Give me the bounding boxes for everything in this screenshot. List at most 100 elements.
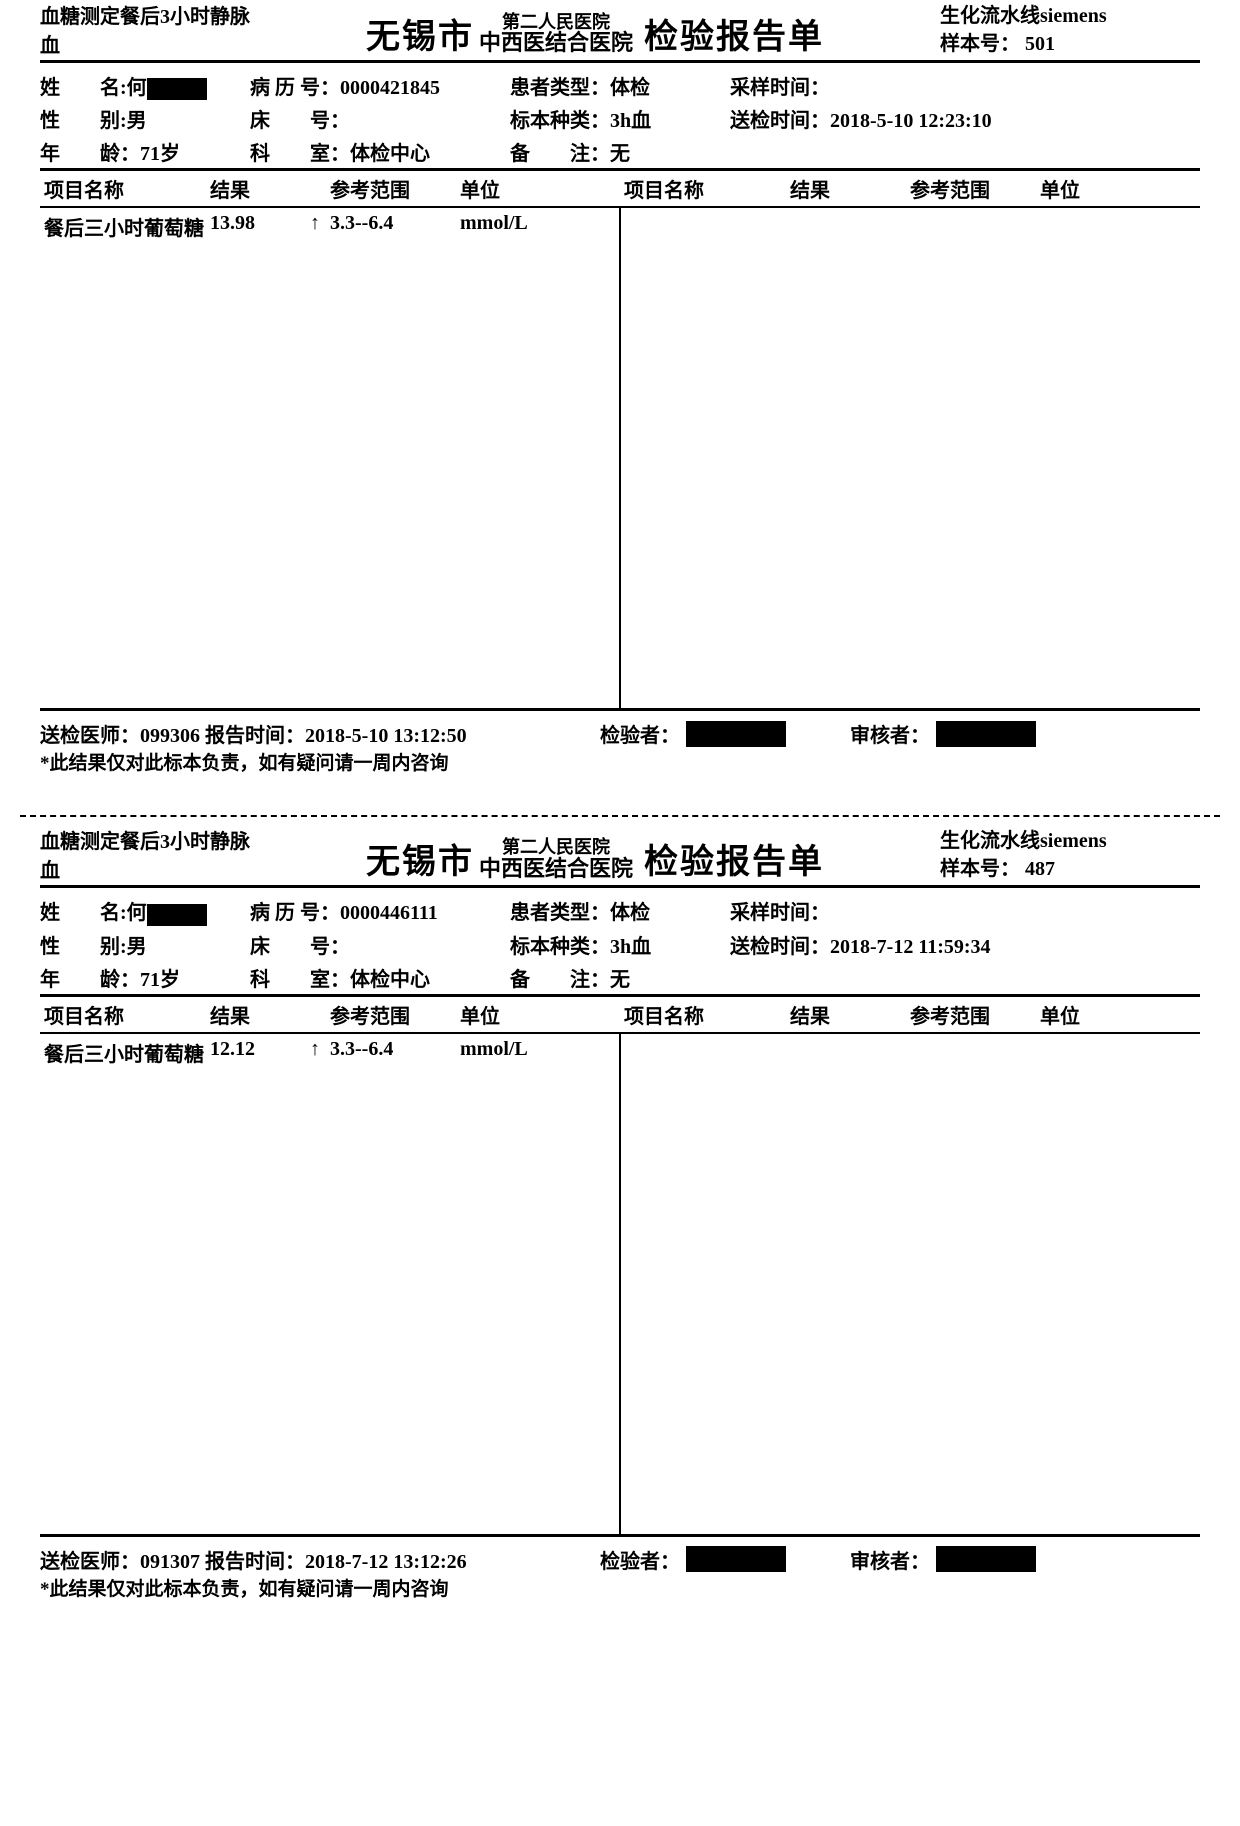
name-val: 何 bbox=[127, 902, 147, 924]
sample-line: 样本号： 487 bbox=[940, 855, 1200, 883]
send-label: 送检时间： bbox=[730, 936, 830, 958]
footer: 送检医师：099306 报告时间：2018-5-10 13:12:50 检验者：… bbox=[40, 708, 1200, 775]
hdr-range: 参考范围 bbox=[330, 174, 460, 203]
bed-label: 床 号： bbox=[250, 936, 350, 958]
collect-label: 采样时间： bbox=[730, 902, 830, 924]
redacted-checker bbox=[686, 1546, 786, 1572]
hdr-result-r: 结果 bbox=[790, 1000, 880, 1029]
separator bbox=[20, 815, 1220, 817]
result-row: 餐后三小时葡萄糖 13.98 ↑ 3.3--6.4 mmol/L bbox=[40, 208, 619, 245]
report-title: 检验报告单 bbox=[644, 9, 824, 58]
item-result: 12.12 bbox=[210, 1038, 300, 1067]
record-label: 病 历 号： bbox=[250, 902, 340, 924]
send-val: 2018-7-12 11:59:34 bbox=[830, 936, 991, 958]
test-subtitle: 血糖测定餐后3小时静脉血 bbox=[40, 825, 250, 883]
hdr-name-r: 项目名称 bbox=[620, 1000, 790, 1029]
spec-val: 3h血 bbox=[610, 110, 651, 132]
sample-block: 生化流水线siemens 样本号： 487 bbox=[940, 827, 1200, 883]
sample-label: 样本号： bbox=[940, 33, 1020, 55]
name-label: 姓 名: bbox=[40, 77, 127, 99]
hdr-unit-r: 单位 bbox=[1040, 174, 1130, 203]
report-title: 检验报告单 bbox=[644, 834, 824, 883]
hdr-name: 项目名称 bbox=[40, 1000, 210, 1029]
lab-report-2: 血糖测定餐后3小时静脉血 无锡市 第二人民医院 中西医结合医院 检验报告单 生化… bbox=[40, 825, 1200, 1600]
sex-label: 性 别: bbox=[40, 936, 127, 958]
redacted-reviewer bbox=[936, 721, 1036, 747]
ptype-val: 体检 bbox=[610, 902, 650, 924]
collect-label: 采样时间： bbox=[730, 77, 830, 99]
hdr-range: 参考范围 bbox=[330, 1000, 460, 1029]
reporttime-val: 2018-7-12 13:12:26 bbox=[305, 1551, 467, 1573]
redacted-name bbox=[147, 904, 207, 926]
send-val: 2018-5-10 12:23:10 bbox=[830, 110, 992, 132]
result-row: 餐后三小时葡萄糖 12.12 ↑ 3.3--6.4 mmol/L bbox=[40, 1034, 619, 1071]
hdr-unit: 单位 bbox=[460, 174, 550, 203]
title-block: 无锡市 第二人民医院 中西医结合医院 检验报告单 bbox=[250, 9, 940, 58]
ptype-label: 患者类型： bbox=[510, 77, 610, 99]
hospital-stack: 第二人民医院 中西医结合医院 bbox=[479, 838, 633, 880]
doctor-val: 099306 bbox=[140, 725, 200, 747]
hdr-range-r: 参考范围 bbox=[910, 1000, 1040, 1029]
name-label: 姓 名: bbox=[40, 902, 127, 924]
results-header: 项目名称 结果 参考范围 单位 项目名称 结果 参考范围 单位 bbox=[40, 994, 1200, 1034]
hospital-upper: 第二人民医院 bbox=[479, 838, 633, 857]
city-name: 无锡市 bbox=[366, 9, 474, 58]
ptype-val: 体检 bbox=[610, 77, 650, 99]
sample-block: 生化流水线siemens 样本号： 501 bbox=[940, 2, 1200, 58]
disclaimer: *此结果仅对此标本负责，如有疑问请一周内咨询 bbox=[40, 748, 1200, 775]
record-val: 0000446111 bbox=[340, 902, 438, 924]
hdr-unit-r: 单位 bbox=[1040, 1000, 1130, 1029]
sample-label: 样本号： bbox=[940, 858, 1020, 880]
dept-label: 科 室： bbox=[250, 969, 350, 991]
hospital-stack: 第二人民医院 中西医结合医院 bbox=[479, 13, 633, 55]
lab-report-1: 血糖测定餐后3小时静脉血 无锡市 第二人民医院 中西医结合医院 检验报告单 生化… bbox=[40, 0, 1200, 775]
item-range: 3.3--6.4 bbox=[330, 1038, 460, 1067]
spec-label: 标本种类： bbox=[510, 936, 610, 958]
disclaimer: *此结果仅对此标本负责，如有疑问请一周内咨询 bbox=[40, 1574, 1200, 1601]
results-body: 餐后三小时葡萄糖 12.12 ↑ 3.3--6.4 mmol/L bbox=[40, 1034, 1200, 1534]
results-header: 项目名称 结果 参考范围 单位 项目名称 结果 参考范围 单位 bbox=[40, 168, 1200, 208]
redacted-name bbox=[147, 78, 207, 100]
reviewer-label: 审核者： bbox=[850, 719, 930, 748]
item-unit: mmol/L bbox=[460, 1038, 550, 1067]
hdr-range-r: 参考范围 bbox=[910, 174, 1040, 203]
title-block: 无锡市 第二人民医院 中西医结合医院 检验报告单 bbox=[250, 834, 940, 883]
item-name: 餐后三小时葡萄糖 bbox=[40, 1038, 210, 1067]
sample-no: 487 bbox=[1025, 858, 1055, 880]
doctor-label: 送检医师： bbox=[40, 1551, 140, 1573]
sex-val: 男 bbox=[127, 936, 147, 958]
spec-val: 3h血 bbox=[610, 936, 651, 958]
checker-label: 检验者： bbox=[600, 719, 680, 748]
dept-val: 体检中心 bbox=[350, 969, 430, 991]
sex-label: 性 别: bbox=[40, 110, 127, 132]
age-label: 年 龄： bbox=[40, 969, 140, 991]
remark-val: 无 bbox=[610, 143, 630, 165]
hdr-result: 结果 bbox=[210, 1000, 300, 1029]
age-val: 71岁 bbox=[140, 143, 180, 165]
reporttime-label: 报告时间： bbox=[205, 725, 305, 747]
item-flag: ↑ bbox=[300, 1038, 330, 1067]
redacted-reviewer bbox=[936, 1546, 1036, 1572]
hdr-name: 项目名称 bbox=[40, 174, 210, 203]
reviewer-label: 审核者： bbox=[850, 1545, 930, 1574]
results-body: 餐后三小时葡萄糖 13.98 ↑ 3.3--6.4 mmol/L bbox=[40, 208, 1200, 708]
bed-label: 床 号： bbox=[250, 110, 350, 132]
spec-label: 标本种类： bbox=[510, 110, 610, 132]
reporttime-label: 报告时间： bbox=[205, 1551, 305, 1573]
machine-line: 生化流水线siemens bbox=[940, 2, 1200, 30]
record-label: 病 历 号： bbox=[250, 77, 340, 99]
sample-line: 样本号： 501 bbox=[940, 30, 1200, 58]
doctor-val: 091307 bbox=[140, 1551, 200, 1573]
item-name: 餐后三小时葡萄糖 bbox=[40, 212, 210, 241]
sex-val: 男 bbox=[127, 110, 147, 132]
item-result: 13.98 bbox=[210, 212, 300, 241]
item-range: 3.3--6.4 bbox=[330, 212, 460, 241]
machine-line: 生化流水线siemens bbox=[940, 827, 1200, 855]
record-val: 0000421845 bbox=[340, 77, 440, 99]
send-label: 送检时间： bbox=[730, 110, 830, 132]
name-val: 何 bbox=[127, 77, 147, 99]
item-flag: ↑ bbox=[300, 212, 330, 241]
hdr-unit: 单位 bbox=[460, 1000, 550, 1029]
hdr-name-r: 项目名称 bbox=[620, 174, 790, 203]
header-row: 血糖测定餐后3小时静脉血 无锡市 第二人民医院 中西医结合医院 检验报告单 生化… bbox=[40, 0, 1200, 63]
